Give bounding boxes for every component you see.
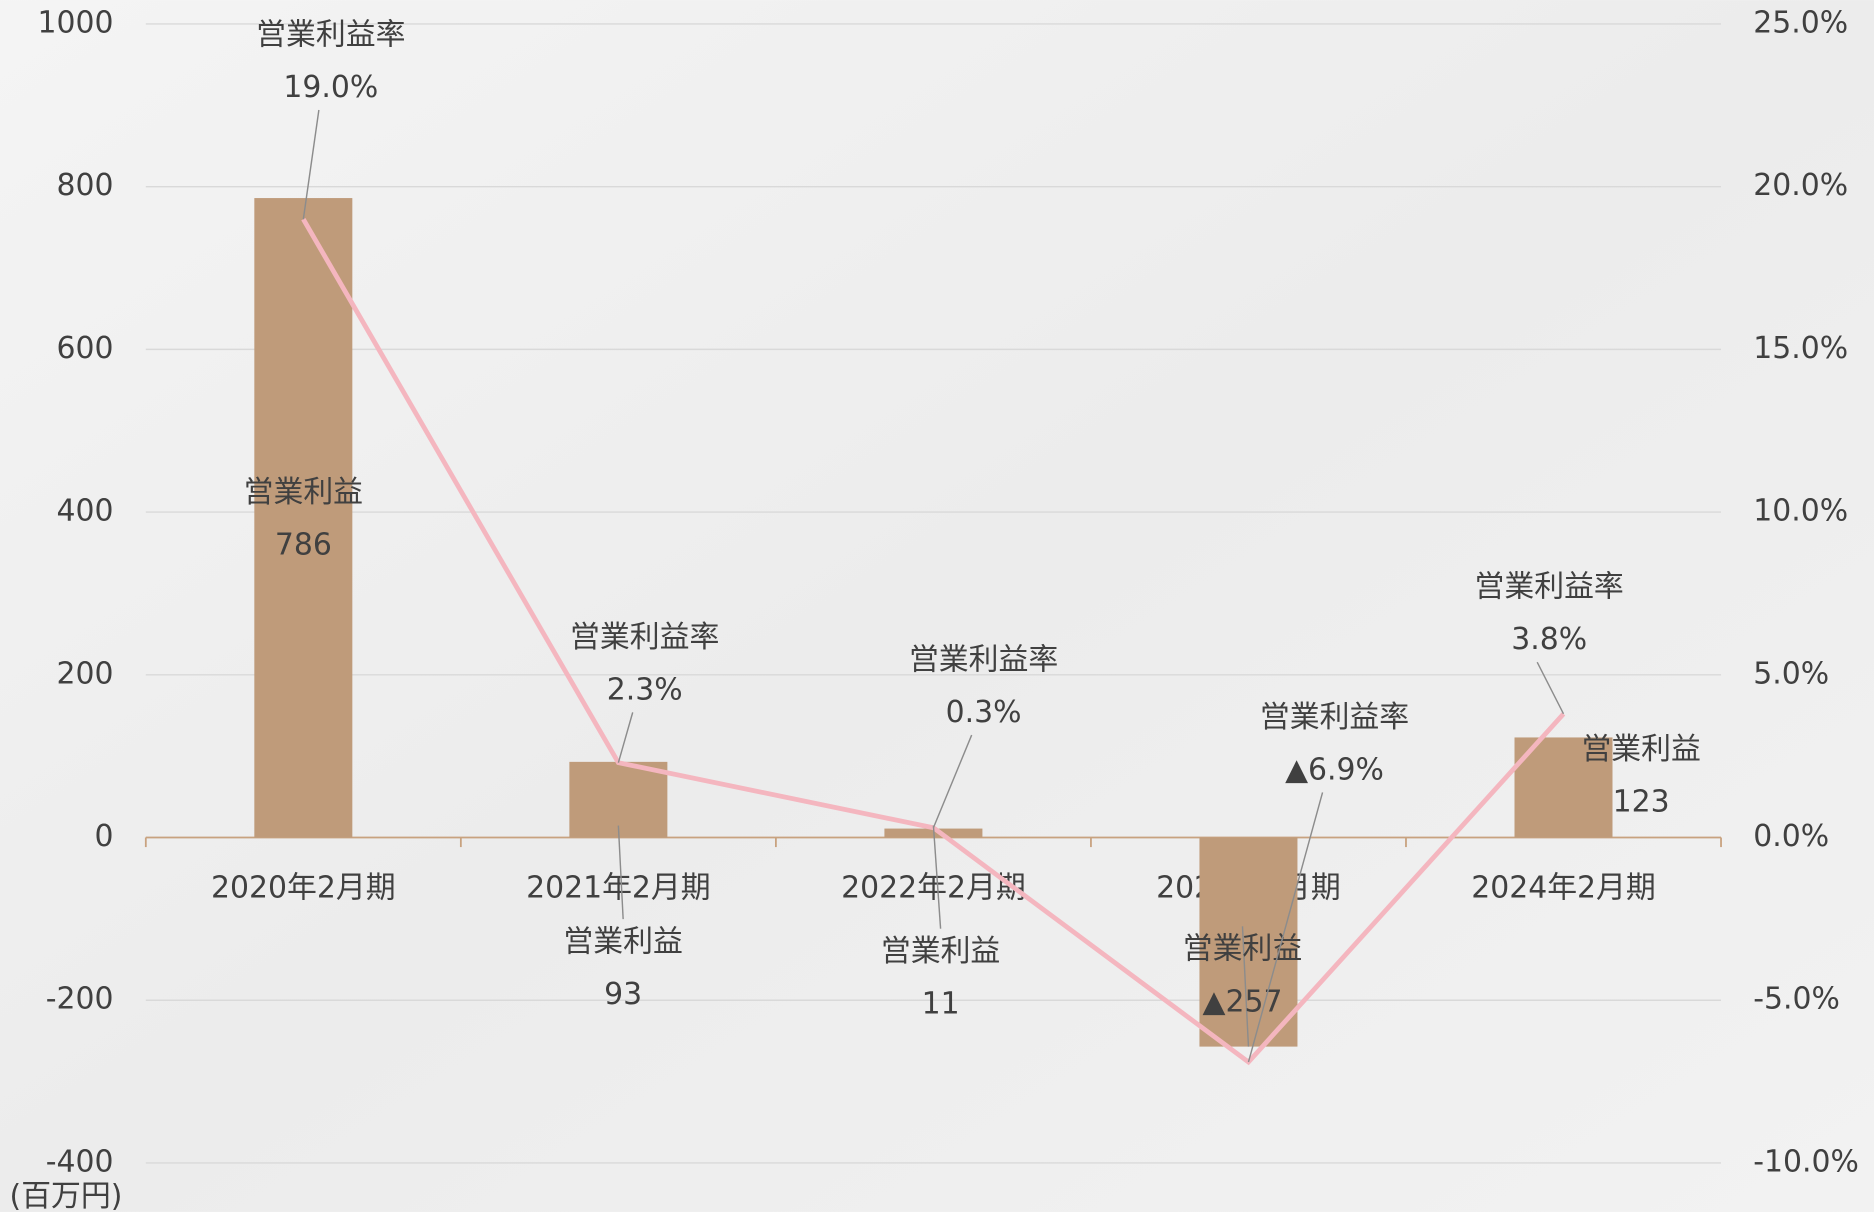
data-label: 123 — [1613, 785, 1670, 820]
chart: (百万円) -400 -200 0 200 400 600 800 1000 -10.0% -5.… — [0, 0, 1874, 1212]
y-tick-label: 600 — [57, 331, 114, 366]
data-label: 11 — [922, 987, 960, 1022]
x-tick-label: 2020年2月期 — [211, 870, 396, 905]
data-label-name: 営業利益 — [1581, 732, 1700, 767]
data-label-name: 営業利益 — [563, 925, 682, 960]
y2-tick-label: 10.0% — [1753, 494, 1848, 529]
data-label: ▲257 — [1202, 984, 1282, 1019]
y-tick-label: 800 — [57, 168, 114, 203]
y2-tick-label: 5.0% — [1753, 656, 1829, 691]
y-tick-label: 0 — [95, 819, 114, 854]
data-label-name: 営業利益率 — [256, 17, 405, 52]
y-tick-label: -200 — [46, 982, 114, 1017]
data-label-name: 営業利益率 — [1475, 570, 1624, 605]
y-tick-label: 200 — [57, 656, 114, 691]
y-tick-label: 400 — [57, 494, 114, 529]
data-label-name: 営業利益 — [244, 475, 363, 510]
x-tick-label: 2021年2月期 — [526, 870, 711, 905]
data-label: 3.8% — [1511, 622, 1587, 657]
y-tick-label: 1000 — [38, 5, 114, 40]
y2-tick-label: 0.0% — [1753, 819, 1829, 854]
data-label: 19.0% — [283, 70, 378, 105]
y2-tick-label: 20.0% — [1753, 168, 1848, 203]
data-label-name: 営業利益率 — [1260, 700, 1409, 735]
y2-tick-label: 15.0% — [1753, 331, 1848, 366]
y2-tick-label: 25.0% — [1753, 5, 1848, 40]
data-label-name: 営業利益 — [1183, 932, 1302, 967]
x-tick-label: 2024年2月期 — [1471, 870, 1656, 905]
y2-tick-label: -10.0% — [1753, 1144, 1859, 1179]
data-label: 0.3% — [946, 695, 1022, 730]
data-label-name: 営業利益率 — [570, 620, 719, 655]
unit-label: (百万円) — [10, 1179, 123, 1212]
data-label: 93 — [604, 977, 642, 1012]
data-label: 2.3% — [607, 672, 683, 707]
y-tick-label: -400 — [46, 1144, 114, 1179]
data-label-name: 営業利益 — [881, 934, 1000, 969]
bar — [254, 198, 352, 837]
data-label: ▲6.9% — [1285, 752, 1384, 787]
y2-tick-label: -5.0% — [1753, 982, 1840, 1017]
data-label: 786 — [275, 528, 332, 563]
data-label-name: 営業利益率 — [909, 642, 1058, 677]
